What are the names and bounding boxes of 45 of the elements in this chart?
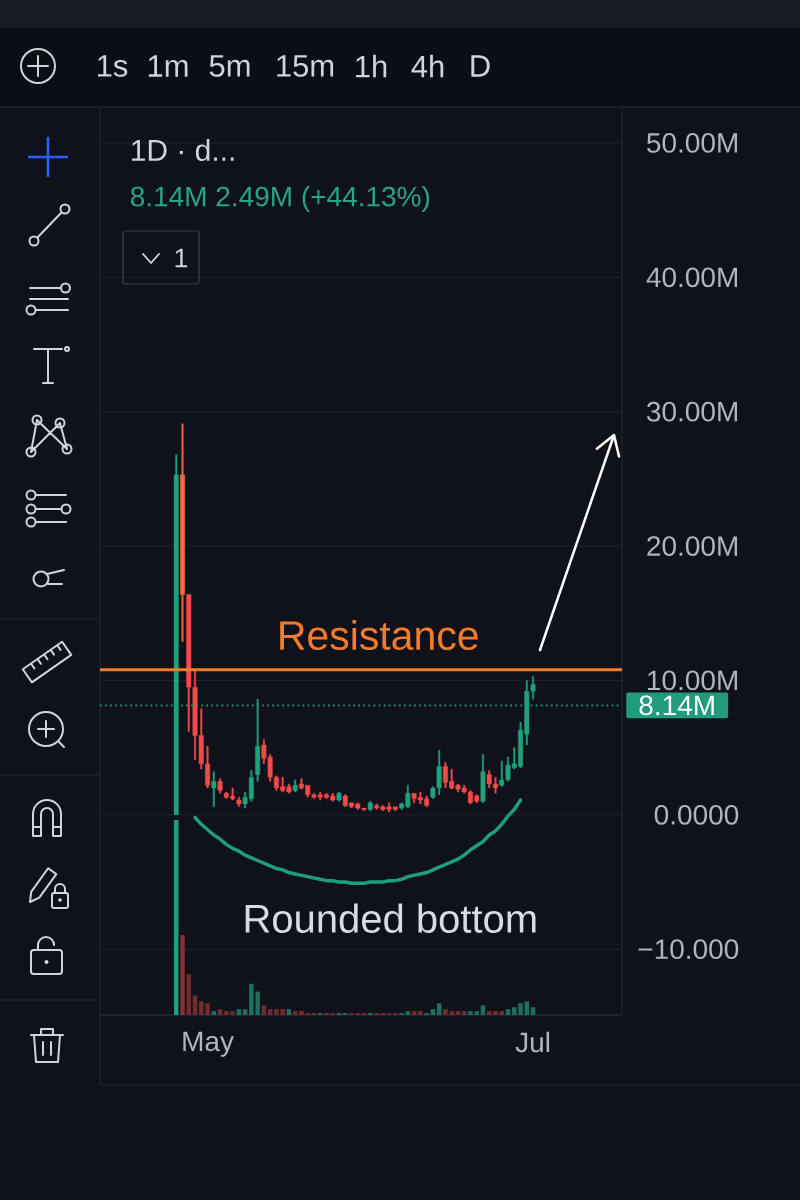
bar xyxy=(217,1009,223,1016)
text: 4h xyxy=(411,54,444,78)
x-tick-label: Jul xyxy=(515,1031,550,1053)
bar xyxy=(267,1009,273,1016)
bar xyxy=(480,1005,486,1016)
y-tick-label: 40.00M xyxy=(646,267,737,288)
bar xyxy=(242,1009,248,1016)
candlestick xyxy=(180,423,185,642)
bar xyxy=(236,1009,242,1016)
bar xyxy=(524,1001,530,1016)
text: 1s xyxy=(97,55,128,77)
bar xyxy=(493,1011,498,1016)
bar xyxy=(286,1009,292,1016)
bar xyxy=(436,1003,442,1016)
text: 5m xyxy=(209,55,250,77)
bar xyxy=(505,1009,511,1016)
bar xyxy=(530,1007,536,1016)
text: 8.14M 2.49M (+44.13%) xyxy=(130,185,430,213)
annotation: 1 xyxy=(175,248,188,268)
candlestick xyxy=(211,771,217,807)
candlestick xyxy=(236,797,242,807)
y-tick-label: −10.000 xyxy=(638,939,739,960)
ref-line-label: Resistance xyxy=(280,619,478,651)
candlestick xyxy=(292,779,298,793)
text: 15m xyxy=(277,55,334,77)
candlestick xyxy=(367,801,373,811)
bar xyxy=(430,1009,436,1016)
y-tick-label: 0.0000 xyxy=(654,804,739,825)
series-label: Rounded bottom xyxy=(245,903,536,933)
bar xyxy=(418,1011,423,1016)
candlestick xyxy=(480,754,486,803)
candlestick xyxy=(217,778,223,794)
x-tick-label: May xyxy=(183,1031,234,1057)
ref-line-label: 8.14M xyxy=(639,695,714,716)
y-tick-label: 30.00M xyxy=(646,401,737,422)
text: 1m xyxy=(148,55,188,77)
candlestick xyxy=(336,791,342,802)
text: 1h xyxy=(356,54,387,78)
y-tick-label: 50.00M xyxy=(647,133,737,153)
bar xyxy=(261,1005,267,1016)
y-tick-label: 20.00M xyxy=(647,536,737,556)
bar xyxy=(180,935,185,1016)
y-tick-label: 10.00M xyxy=(648,670,737,691)
text: 1D · d... xyxy=(131,138,234,162)
text: D xyxy=(471,55,490,77)
